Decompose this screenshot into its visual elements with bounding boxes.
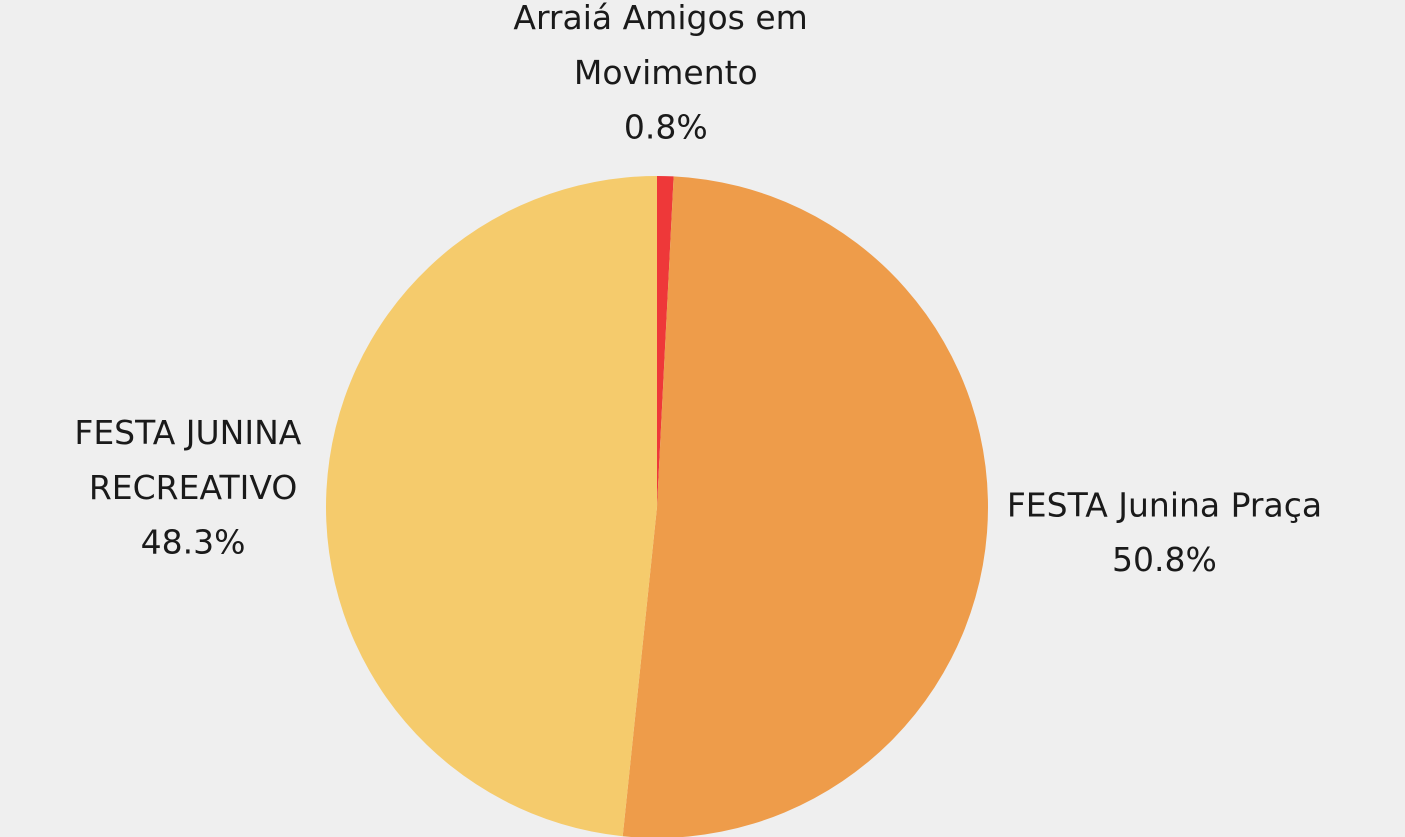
label-line: Arraiá Amigos em <box>513 0 818 36</box>
slice-percent: 0.8% <box>624 107 708 146</box>
slice-percent: 50.8% <box>1112 540 1217 579</box>
label-line: FESTA Junina Praça <box>1007 485 1322 524</box>
label-line: RECREATIVO <box>89 467 297 506</box>
slice-percent: 48.3% <box>141 522 246 561</box>
label-line: Movimento <box>574 52 758 91</box>
slice-category: Arraiá Amigos em Movimento <box>513 0 818 91</box>
label-line: FESTA JUNINA <box>74 412 312 451</box>
slice-label: Arraiá Amigos em Movimento 0.8% <box>513 0 818 146</box>
slice-label: FESTA JUNINA RECREATIVO 48.3% <box>74 412 312 561</box>
slice-label: FESTA Junina Praça 50.8% <box>1007 485 1322 579</box>
slice-category: FESTA JUNINA RECREATIVO <box>74 412 312 506</box>
pie-slice <box>657 176 674 507</box>
pie-slice <box>326 176 657 837</box>
slice-category: FESTA Junina Praça <box>1007 485 1322 524</box>
pie-slice <box>622 176 988 837</box>
